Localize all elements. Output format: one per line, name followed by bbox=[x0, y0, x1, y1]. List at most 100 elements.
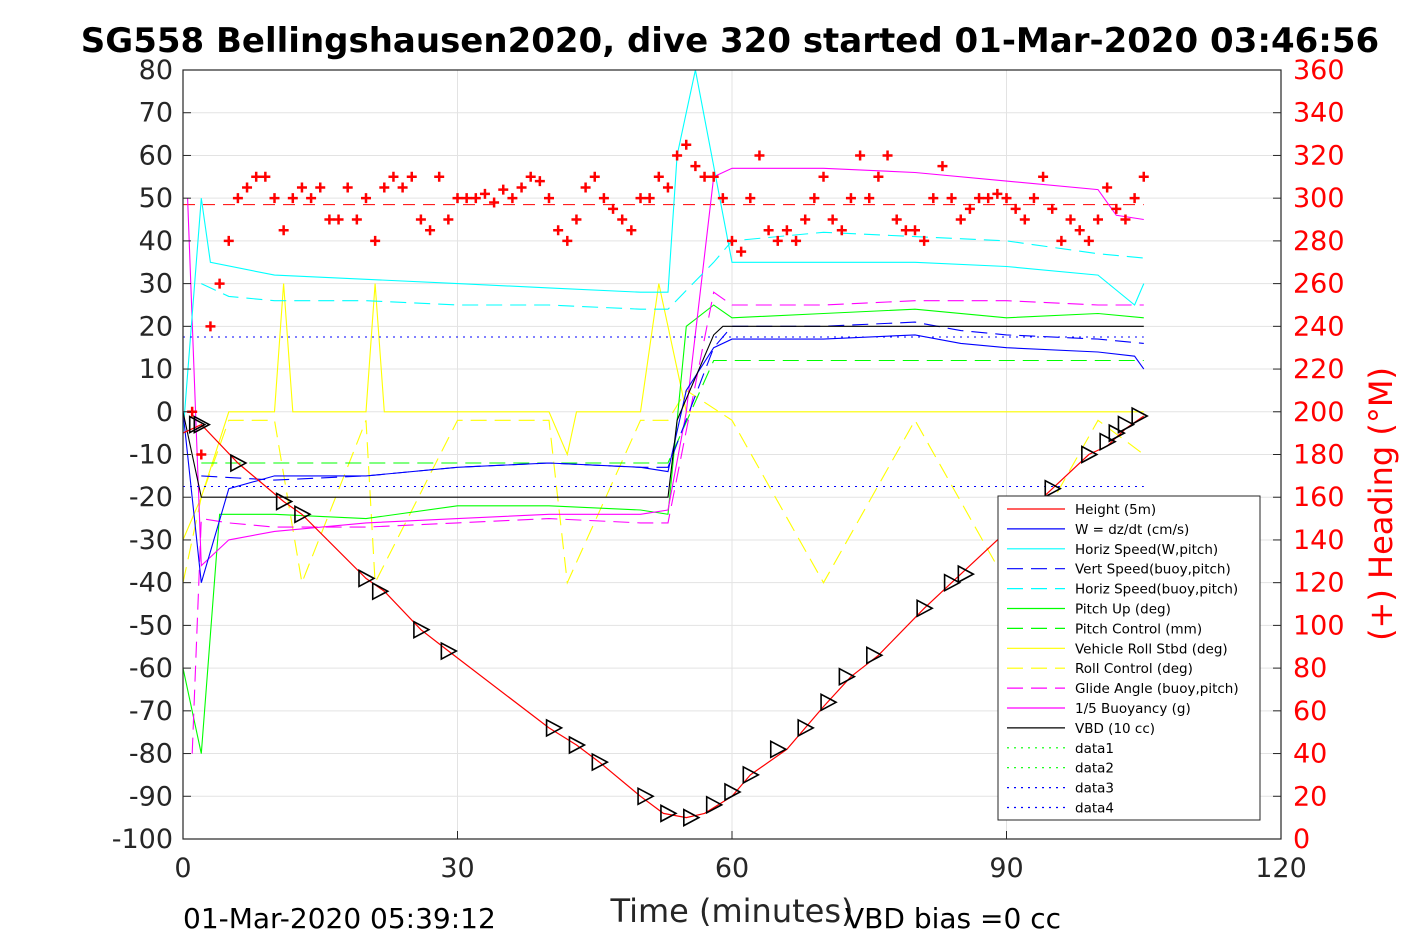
heading-point bbox=[617, 214, 628, 225]
heading-point bbox=[955, 214, 966, 225]
legend-entry: Vert Speed(buoy,pitch) bbox=[1075, 562, 1231, 578]
heading-point bbox=[1028, 193, 1039, 204]
heading-point bbox=[498, 184, 509, 195]
dive-marker bbox=[1131, 406, 1149, 426]
dive-marker bbox=[724, 782, 742, 802]
heading-point bbox=[891, 214, 902, 225]
heading-point bbox=[516, 182, 527, 193]
heading-point bbox=[827, 214, 838, 225]
dive-marker bbox=[545, 718, 564, 738]
right-tick-label: 280 bbox=[1293, 226, 1345, 257]
x-tick-label: 60 bbox=[715, 853, 749, 884]
heading-point bbox=[461, 193, 472, 204]
series-roll-control-deg bbox=[182, 389, 1145, 585]
x-tick-label: 90 bbox=[989, 853, 1023, 884]
dive-marker bbox=[637, 786, 655, 806]
dive-marker bbox=[866, 645, 884, 665]
heading-point bbox=[900, 225, 911, 236]
x-tick-label: 0 bbox=[174, 853, 191, 884]
legend-entry: Height (5m) bbox=[1075, 502, 1156, 518]
dive-marker bbox=[797, 718, 815, 738]
heading-point bbox=[644, 193, 655, 204]
right-tick-label: 40 bbox=[1293, 739, 1327, 770]
dive-marker bbox=[957, 564, 976, 584]
right-tick-label: 220 bbox=[1293, 354, 1345, 385]
legend-entry: Pitch Control (mm) bbox=[1075, 621, 1202, 637]
heading-point bbox=[736, 246, 747, 257]
heading-point bbox=[928, 193, 939, 204]
dive-marker bbox=[193, 415, 212, 434]
series-w-dz-dt-cm-s bbox=[182, 334, 1145, 583]
right-tick-label: 300 bbox=[1293, 183, 1345, 214]
heading-point bbox=[772, 235, 783, 246]
heading-point bbox=[1010, 203, 1021, 214]
heading-point bbox=[672, 150, 683, 161]
heading-point bbox=[745, 193, 756, 204]
right-tick-label: 80 bbox=[1293, 653, 1327, 684]
right-tick-label: 100 bbox=[1293, 610, 1345, 641]
legend: Height (5m) W = dz/dt (cm/s) Horiz Speed(W… bbox=[997, 495, 1261, 821]
heading-point bbox=[443, 214, 454, 225]
heading-point bbox=[278, 225, 289, 236]
heading-point bbox=[845, 193, 856, 204]
legend-entry: data4 bbox=[1075, 801, 1114, 817]
dive-marker bbox=[838, 667, 857, 686]
heading-point bbox=[370, 235, 381, 246]
heading-point bbox=[662, 182, 673, 193]
legend-entry: Horiz Speed(W,pitch) bbox=[1075, 542, 1218, 558]
left-tick-label: -20 bbox=[129, 482, 173, 513]
right-tick-label: 240 bbox=[1293, 311, 1345, 342]
right-tick-label: 340 bbox=[1293, 98, 1345, 129]
series-vehicle-roll-stbd-deg bbox=[182, 283, 1144, 541]
legend-entry: data1 bbox=[1075, 741, 1114, 757]
left-tick-label: -10 bbox=[129, 440, 173, 471]
chart-title: SG558 Bellingshausen2020, dive 320 start… bbox=[81, 21, 1379, 61]
heading-point bbox=[1102, 182, 1113, 193]
heading-point bbox=[525, 171, 536, 182]
heading-point bbox=[763, 225, 774, 236]
heading-point bbox=[727, 235, 737, 246]
dive-marker bbox=[660, 804, 678, 823]
heading-point bbox=[983, 193, 994, 204]
heading-point bbox=[864, 193, 875, 204]
left-tick-label: 30 bbox=[139, 269, 173, 300]
right-tick-label: 120 bbox=[1293, 568, 1345, 599]
heading-point bbox=[406, 171, 417, 182]
heading-point bbox=[434, 171, 445, 182]
heading-point bbox=[534, 176, 545, 187]
heading-point bbox=[717, 193, 728, 204]
dive-marker bbox=[820, 692, 838, 712]
x-axis: 0 30 60 90 120 bbox=[174, 831, 1307, 884]
dive-marker bbox=[371, 581, 390, 601]
dive-marker bbox=[916, 598, 934, 618]
left-tick-label: 40 bbox=[139, 226, 173, 257]
right-tick-label: 180 bbox=[1293, 440, 1345, 471]
heading-point bbox=[580, 182, 591, 193]
heading-point bbox=[1019, 214, 1030, 225]
dive-marker bbox=[591, 752, 610, 772]
right-tick-label: 200 bbox=[1293, 397, 1345, 428]
heading-point bbox=[397, 182, 408, 193]
heading-point bbox=[608, 203, 619, 214]
left-tick-label: 20 bbox=[139, 311, 173, 342]
heading-point bbox=[333, 214, 344, 225]
series-vbd-10-cc bbox=[182, 325, 1144, 498]
heading-point bbox=[507, 193, 518, 204]
left-tick-label: -80 bbox=[129, 739, 173, 770]
right-y-axis: 0 20 40 60 80 100 120 140 160 180 200 220 240 260 280 3… bbox=[1273, 55, 1345, 855]
heading-point bbox=[1074, 225, 1085, 236]
heading-point bbox=[544, 193, 554, 204]
x-tick-label: 120 bbox=[1255, 853, 1307, 884]
left-tick-label: 0 bbox=[156, 397, 173, 428]
heading-point bbox=[1129, 193, 1140, 204]
heading-point bbox=[635, 193, 646, 204]
legend-entry: Pitch Up (deg) bbox=[1075, 602, 1171, 618]
series-horiz-speed-w-pitch bbox=[182, 69, 1145, 434]
legend-entry: data3 bbox=[1075, 781, 1114, 797]
heading-point bbox=[690, 161, 701, 172]
right-tick-label: 0 bbox=[1293, 824, 1310, 855]
series-pitch-up-deg bbox=[182, 304, 1144, 754]
legend-entry: Vehicle Roll Stbd (deg) bbox=[1075, 641, 1228, 657]
dive-marker bbox=[683, 808, 701, 827]
